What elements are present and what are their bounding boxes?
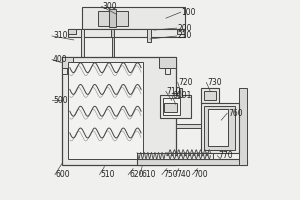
Text: 730: 730 xyxy=(207,78,222,87)
Text: 710: 710 xyxy=(167,87,181,96)
Bar xyxy=(160,95,190,118)
Text: 760: 760 xyxy=(228,109,243,118)
Text: 300: 300 xyxy=(103,2,117,11)
Bar xyxy=(239,88,247,165)
Text: 6001: 6001 xyxy=(173,91,192,100)
Bar xyxy=(111,29,114,37)
Bar xyxy=(163,98,180,115)
Bar xyxy=(164,103,177,112)
Bar xyxy=(82,7,184,29)
Bar xyxy=(179,88,182,97)
Bar xyxy=(137,159,247,165)
Text: 620: 620 xyxy=(129,170,144,179)
Bar xyxy=(68,29,184,37)
Text: 770: 770 xyxy=(218,151,233,160)
Text: 310: 310 xyxy=(53,31,68,40)
Bar xyxy=(81,29,84,66)
Text: 600: 600 xyxy=(56,170,70,179)
Bar xyxy=(137,153,213,159)
Text: 610: 610 xyxy=(141,170,156,179)
Bar xyxy=(177,29,184,34)
Text: 100: 100 xyxy=(182,8,196,17)
Bar xyxy=(98,11,128,26)
Bar xyxy=(202,103,239,153)
Bar xyxy=(204,91,216,100)
Bar xyxy=(62,68,67,74)
Bar xyxy=(68,29,76,34)
Text: 750: 750 xyxy=(163,170,178,179)
Bar xyxy=(112,37,114,63)
Bar xyxy=(202,88,219,103)
Bar xyxy=(68,62,143,159)
Bar xyxy=(147,29,151,42)
Text: 400: 400 xyxy=(53,55,68,64)
Text: 510: 510 xyxy=(100,170,115,179)
Bar xyxy=(165,68,170,74)
Text: 720: 720 xyxy=(179,78,193,87)
Bar xyxy=(110,9,116,27)
Bar xyxy=(159,57,176,68)
Text: 200: 200 xyxy=(178,24,192,33)
Text: 740: 740 xyxy=(177,170,191,179)
Bar xyxy=(62,57,176,165)
Bar xyxy=(62,57,73,68)
Text: 700: 700 xyxy=(194,170,208,179)
Bar xyxy=(176,124,202,128)
Text: 210: 210 xyxy=(178,31,192,40)
Bar xyxy=(208,109,228,146)
Text: 500: 500 xyxy=(53,96,68,105)
Bar xyxy=(204,106,235,150)
